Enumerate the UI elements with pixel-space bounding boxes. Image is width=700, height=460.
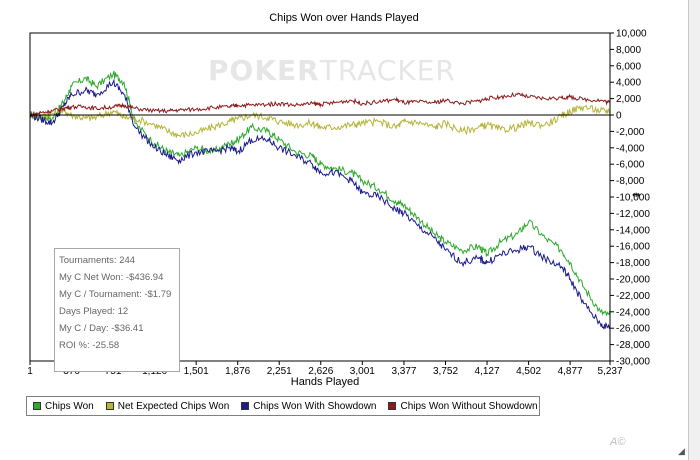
stat-days-played: Days Played: 12 bbox=[59, 306, 129, 317]
watermark-part1: POKER bbox=[208, 54, 320, 87]
legend-label: Chips Won Without Showdown bbox=[400, 400, 538, 412]
chart-title: Chips Won over Hands Played bbox=[269, 12, 419, 24]
x-tick-label: 3,752 bbox=[433, 366, 458, 377]
legend-label: Chips Won With Showdown bbox=[253, 400, 377, 412]
axes: 13767511,1261,5011,8762,2512,6263,0013,3… bbox=[27, 29, 650, 378]
series-line-chips-won-with-showdown bbox=[29, 78, 611, 330]
legend-label: Chips Won bbox=[45, 400, 94, 412]
series-line-net-expected-chips-won bbox=[29, 104, 611, 138]
x-tick-label: 4,502 bbox=[516, 366, 541, 377]
x-tick-label: 2,251 bbox=[267, 366, 292, 377]
y-tick-label: -6,000 bbox=[616, 160, 645, 171]
x-tick-label: 3,377 bbox=[391, 366, 416, 377]
y-tick-label: 4,000 bbox=[616, 78, 641, 89]
y-tick-label: -30,000 bbox=[616, 357, 650, 368]
legend-item-chips-won[interactable]: Chips Won bbox=[33, 401, 94, 412]
y-tick-label: -10,000 bbox=[616, 193, 650, 204]
legend-item-without-showdown[interactable]: Chips Won Without Showdown bbox=[388, 400, 538, 412]
stat-net-won: My C Net Won: -$436.94 bbox=[59, 272, 164, 283]
legend-swatch bbox=[105, 402, 114, 410]
x-tick-label: 1,876 bbox=[225, 366, 250, 377]
y-tick-label: -26,000 bbox=[616, 324, 650, 335]
series-line-chips-won-without-showdown bbox=[29, 91, 611, 118]
x-tick-label: 5,237 bbox=[597, 366, 622, 377]
y-tick-label: -4,000 bbox=[616, 143, 645, 154]
y-tick-label: -16,000 bbox=[616, 242, 650, 253]
plot-lines bbox=[29, 70, 611, 330]
y-tick-label: -18,000 bbox=[616, 258, 650, 269]
y-tick-label: -2,000 bbox=[616, 127, 645, 138]
x-tick-label: 2,626 bbox=[308, 366, 333, 377]
x-tick-label: 3,001 bbox=[350, 366, 375, 377]
y-tick-label: 2,000 bbox=[616, 94, 641, 105]
legend-label: Net Expected Chips Won bbox=[117, 400, 230, 412]
stats-box: Tournaments: 244 My C Net Won: -$436.94 … bbox=[54, 248, 180, 372]
legend-item-with-showdown[interactable]: Chips Won With Showdown bbox=[241, 401, 376, 412]
y-tick-label: 6,000 bbox=[616, 61, 641, 72]
stat-per-day: My C / Day: -$36.41 bbox=[59, 323, 144, 334]
y-tick-label: -28,000 bbox=[616, 340, 650, 351]
corner-watermark: A© bbox=[610, 436, 626, 448]
stat-roi: ROI %: -25.58 bbox=[59, 340, 120, 351]
chart-legend: Chips Won Net Expected Chips Won Chips W… bbox=[26, 396, 540, 416]
y-tick-label: -12,000 bbox=[616, 209, 650, 220]
stat-tournaments: Tournaments: 244 bbox=[59, 255, 136, 266]
x-tick-label: 1,501 bbox=[184, 366, 209, 377]
legend-swatch bbox=[388, 402, 397, 410]
x-tick-label: 1 bbox=[27, 366, 33, 377]
series-line-chips-won bbox=[29, 70, 611, 317]
x-tick-label: 4,877 bbox=[558, 366, 583, 377]
pokertracker-watermark: POKERTRACKER bbox=[208, 54, 456, 87]
y-tick-label: 10,000 bbox=[616, 29, 647, 40]
legend-item-net-expected[interactable]: Net Expected Chips Won bbox=[105, 400, 230, 412]
legend-swatch bbox=[33, 402, 41, 410]
y-tick-label: -24,000 bbox=[616, 307, 650, 318]
legend-swatch bbox=[241, 402, 250, 410]
x-tick-label: 4,127 bbox=[475, 366, 500, 377]
resize-grip-icon[interactable]: ◢ bbox=[678, 446, 685, 456]
y-tick-label: -14,000 bbox=[616, 225, 650, 236]
y-tick-label: -20,000 bbox=[616, 275, 650, 286]
y-tick-label: 8,000 bbox=[616, 45, 641, 56]
y-tick-label: -22,000 bbox=[616, 291, 650, 302]
y-tick-label: -8,000 bbox=[616, 176, 645, 187]
stat-per-tournament: My C / Tournament: -$1.79 bbox=[59, 289, 172, 300]
resize-cursor-icon: ⇹ bbox=[632, 190, 641, 201]
x-axis-label: Hands Played bbox=[290, 376, 360, 388]
line-chart: 13767511,1261,5011,8762,2512,6263,0013,3… bbox=[27, 29, 650, 378]
watermark-part2: TRACKER bbox=[319, 54, 456, 87]
y-tick-label: 0 bbox=[616, 111, 622, 122]
